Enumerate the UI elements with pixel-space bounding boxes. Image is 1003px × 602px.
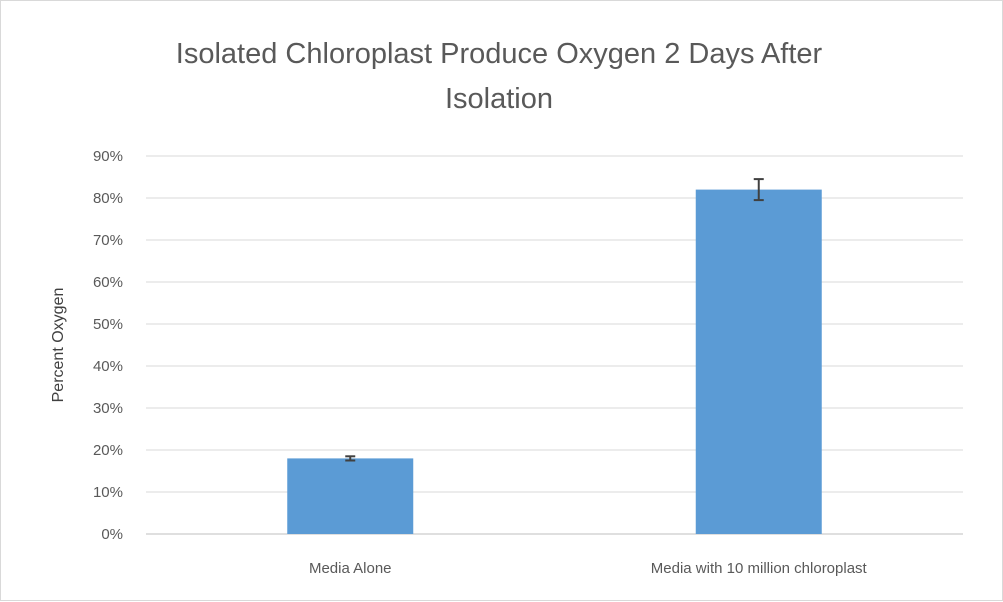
y-tick-label: 50% (93, 316, 123, 333)
bar (287, 458, 414, 534)
y-tick-label: 60% (93, 274, 123, 291)
y-tick-label: 70% (93, 232, 123, 249)
chart-title-line-2: Isolation (445, 83, 553, 115)
x-tick-label: Media with 10 million chloroplast (651, 560, 868, 577)
y-tick-label: 0% (101, 526, 123, 543)
y-axis-label: Percent Oxygen (50, 288, 67, 403)
y-tick-label: 20% (93, 442, 123, 459)
y-tick-label: 90% (93, 148, 123, 165)
chart-title-line-1: Isolated Chloroplast Produce Oxygen 2 Da… (176, 38, 823, 70)
y-tick-label: 10% (93, 484, 123, 501)
y-tick-label: 30% (93, 400, 123, 417)
x-tick-label: Media Alone (309, 560, 392, 577)
y-tick-label: 80% (93, 190, 123, 207)
bar (695, 189, 822, 534)
y-tick-label: 40% (93, 358, 123, 375)
